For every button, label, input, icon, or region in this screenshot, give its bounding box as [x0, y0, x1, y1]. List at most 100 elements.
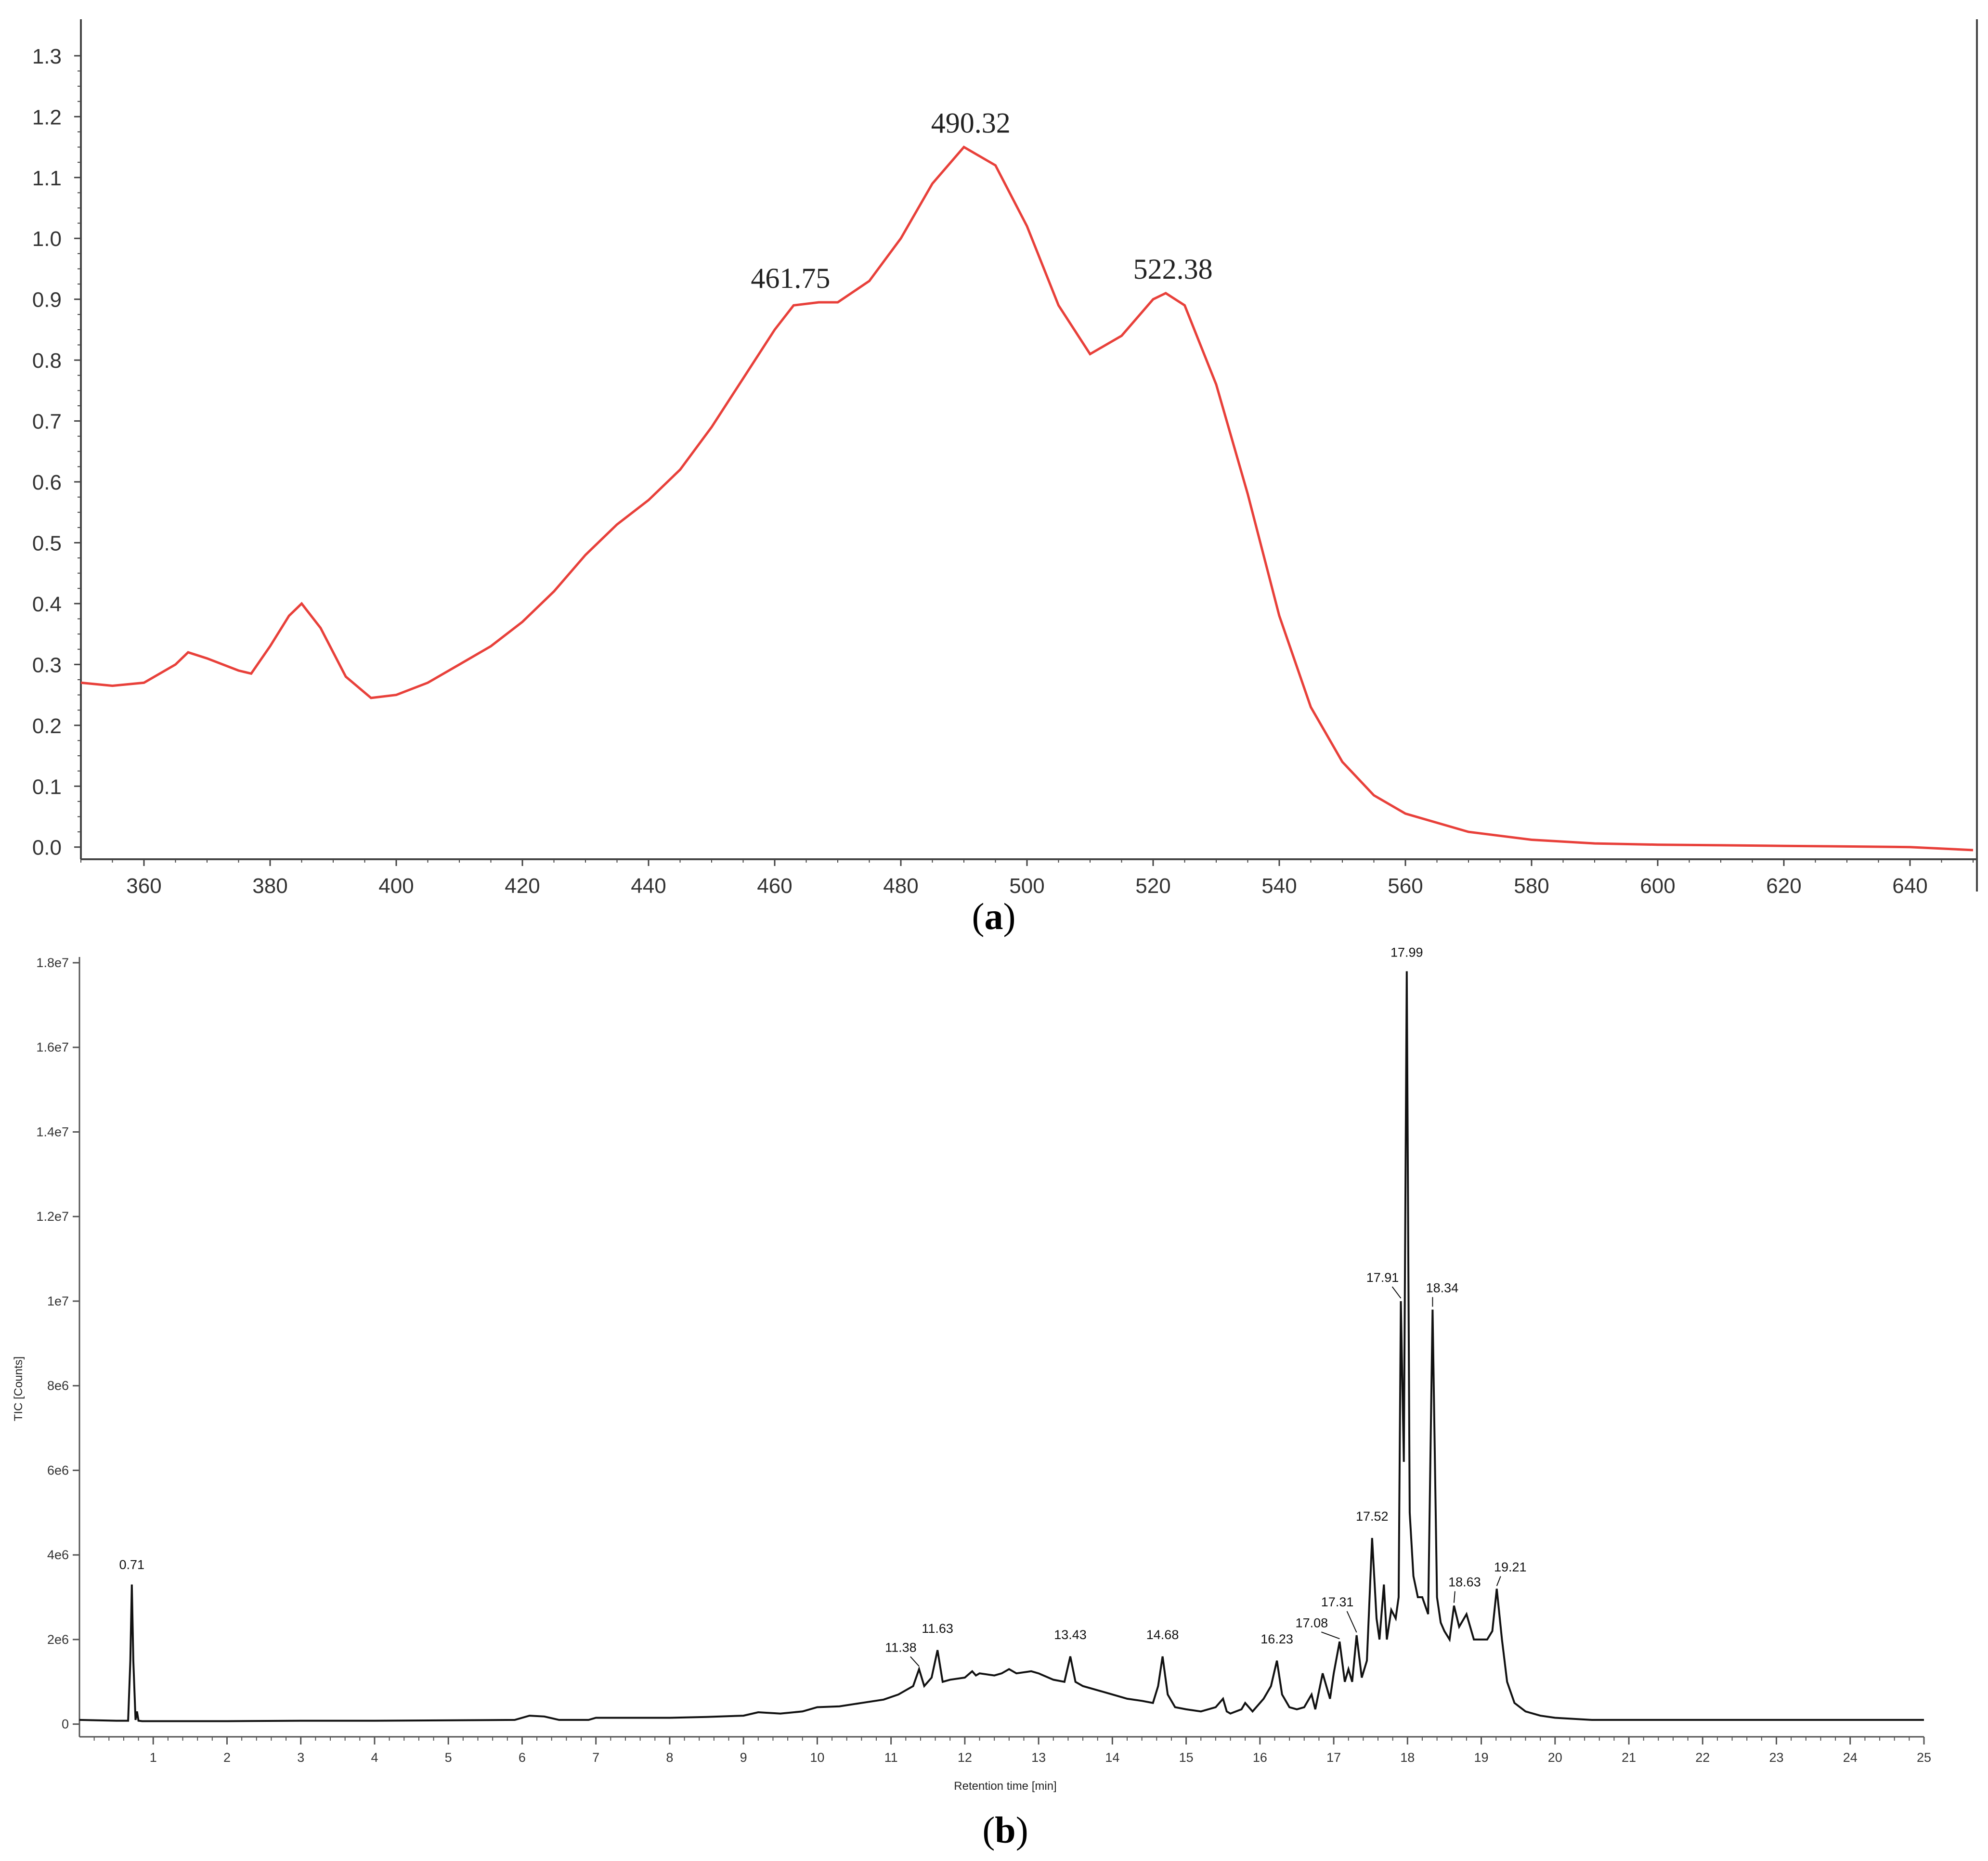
panel-a-uv-vis-spectrum: 0.0 0.1 0.2 0.3 0.4 0.5 0.6 0.7 0.8 0.9 1.0 1.1 1.2 1…	[32, 19, 1978, 937]
panel-a-y-tick-label: 0.3	[32, 653, 62, 677]
panel-a-x-tick-labels: 360 380 400 420 440 460 480 500 520 540 560 580 600 6…	[126, 874, 1927, 898]
panel-b-peak-label: 0.71	[119, 1558, 145, 1572]
panel-a-y-tick-label: 1.0	[32, 227, 62, 251]
panel-b-x-tick-label: 23	[1769, 1750, 1783, 1765]
panel-a-x-tick-label: 580	[1514, 874, 1549, 898]
panel-b-peak-label: 13.43	[1054, 1628, 1087, 1642]
panel-b-y-tick-label: 1.4e7	[36, 1124, 69, 1139]
panel-b-peak-label: 17.52	[1356, 1509, 1389, 1524]
panel-b-x-tick-label: 14	[1105, 1750, 1119, 1765]
panel-b-peak-leader	[910, 1656, 920, 1667]
panel-b-tic-line	[79, 971, 1924, 1722]
panel-b-x-tick-label: 13	[1031, 1750, 1046, 1765]
panel-b-x-tick-label: 20	[1548, 1750, 1562, 1765]
panel-b-x-tick-label: 21	[1622, 1750, 1636, 1765]
panel-b-y-tick-label: 2e6	[47, 1632, 69, 1647]
panel-a-x-tick-label: 500	[1009, 874, 1044, 898]
panel-b-x-tick-label: 17	[1326, 1750, 1341, 1765]
panel-a-y-tick-label: 0.9	[32, 288, 62, 312]
panel-b-x-tick-label: 3	[297, 1750, 304, 1765]
panel-b-axes	[73, 957, 1925, 1745]
panel-a-y-tick-labels: 0.0 0.1 0.2 0.3 0.4 0.5 0.6 0.7 0.8 0.9 1.0 1.1 1.2 1…	[32, 45, 62, 860]
panel-b-x-tick-label: 9	[740, 1750, 747, 1765]
panel-b-x-tick-labels: 1 2 3 4 5 6 7 8 9 10 11 12 13 14 15 16 17 18 19 20 21 22 23 24 2…	[150, 1750, 1931, 1765]
panel-a-y-tick-label: 0.2	[32, 714, 62, 738]
panel-a-peak-label: 522.38	[1133, 253, 1213, 285]
panel-b-x-tick-label: 12	[958, 1750, 972, 1765]
panel-a-y-tick-label: 0.6	[32, 471, 62, 494]
panel-b-x-tick-label: 18	[1400, 1750, 1415, 1765]
panel-b-peak-label: 14.68	[1146, 1628, 1179, 1642]
panel-b-peak-label: 19.21	[1494, 1560, 1527, 1574]
panel-a-y-tick-label: 0.1	[32, 775, 62, 799]
panel-a-y-tick-label: 0.0	[32, 836, 62, 860]
panel-a-x-tick-label: 600	[1640, 874, 1675, 898]
panel-b-x-axis-title: Retention time [min]	[954, 1780, 1056, 1793]
panel-a-x-tick-label: 460	[757, 874, 792, 898]
panel-b-peak-label: 11.38	[885, 1640, 917, 1654]
panel-b-peak-leader	[1391, 1286, 1402, 1299]
panel-b-peak-leader	[1496, 1576, 1501, 1586]
panel-b-x-tick-label: 25	[1917, 1750, 1931, 1765]
panel-b-peak-label: 18.63	[1448, 1575, 1481, 1590]
panel-a-x-tick-label: 420	[505, 874, 540, 898]
panel-b-x-tick-label: 11	[884, 1750, 898, 1765]
panel-a-y-tick-label: 1.2	[32, 105, 62, 129]
panel-b-x-tick-label: 10	[810, 1750, 824, 1765]
panel-a-y-tick-label: 1.1	[32, 167, 62, 190]
panel-a-y-tick-label: 0.8	[32, 349, 62, 373]
panel-b-x-tick-label: 15	[1179, 1750, 1194, 1765]
panel-a-y-tick-label: 0.7	[32, 410, 62, 434]
panel-b-y-tick-label: 8e6	[47, 1379, 69, 1393]
panel-b-y-tick-label: 1.6e7	[36, 1040, 69, 1055]
panel-b-x-tick-label: 4	[371, 1750, 378, 1765]
panel-a-x-tick-label: 360	[126, 874, 161, 898]
panel-a-y-tick-label: 0.4	[32, 593, 62, 616]
panel-b-caption: (b)	[982, 1809, 1028, 1851]
panel-b-y-tick-label: 1e7	[47, 1294, 69, 1308]
panel-a-x-tick-label: 620	[1766, 874, 1801, 898]
panel-b-peak-label: 16.23	[1260, 1632, 1293, 1646]
panel-a-axes	[74, 19, 1978, 892]
panel-a-x-tick-label: 480	[883, 874, 918, 898]
panel-b-peak-leader	[1321, 1631, 1340, 1640]
panel-b-y-tick-labels: 0 2e6 4e6 6e6 8e6 1e7 1.2e7 1.4e7 1.6e7 1.8e7	[36, 956, 69, 1732]
panel-a-x-tick-label: 400	[378, 874, 414, 898]
panel-b-y-tick-label: 4e6	[47, 1548, 69, 1562]
panel-a-x-tick-label: 640	[1892, 874, 1927, 898]
panel-b-x-tick-label: 8	[666, 1750, 673, 1765]
panel-b-x-tick-label: 7	[592, 1750, 599, 1765]
panel-b-y-tick-label: 1.8e7	[36, 956, 69, 970]
panel-a-peak-label: 461.75	[751, 262, 830, 294]
panel-b-peak-label: 18.34	[1426, 1281, 1459, 1295]
panel-b-x-tick-label: 1	[150, 1750, 157, 1765]
panel-a-caption-letter: a	[985, 895, 1003, 937]
panel-b-peak-leader	[1346, 1611, 1357, 1633]
panel-b-peak-label: 17.99	[1390, 945, 1423, 960]
panel-b-y-tick-label: 0	[62, 1717, 69, 1732]
panel-b-x-tick-label: 19	[1474, 1750, 1489, 1765]
panel-b-x-tick-label: 5	[445, 1750, 452, 1765]
panel-b-peak-label: 11.63	[922, 1621, 953, 1636]
panel-b-x-tick-label: 6	[519, 1750, 526, 1765]
panel-b-caption-letter: b	[995, 1809, 1015, 1851]
panel-b-x-tick-label: 24	[1843, 1750, 1858, 1765]
panel-b-peak-leader	[1453, 1591, 1455, 1603]
panel-a-caption: (a)	[972, 895, 1016, 937]
panel-a-x-tick-label: 380	[252, 874, 287, 898]
panel-b-peak-label: 17.08	[1296, 1615, 1328, 1630]
panel-a-y-tick-label: 1.3	[32, 45, 62, 68]
panel-a-peak-label: 490.32	[931, 107, 1011, 139]
panel-a-x-tick-label: 520	[1135, 874, 1170, 898]
panel-b-y-axis-title: TIC [Counts]	[12, 1357, 25, 1422]
panel-b-x-tick-label: 16	[1253, 1750, 1267, 1765]
panel-b-y-tick-label: 6e6	[47, 1463, 69, 1477]
panel-a-x-tick-label: 560	[1388, 874, 1423, 898]
panel-a-y-tick-label: 0.5	[32, 531, 62, 555]
panel-b-y-tick-label: 1.2e7	[36, 1209, 69, 1224]
panel-b-x-tick-label: 22	[1695, 1750, 1710, 1765]
panel-b-x-tick-label: 2	[223, 1750, 231, 1765]
